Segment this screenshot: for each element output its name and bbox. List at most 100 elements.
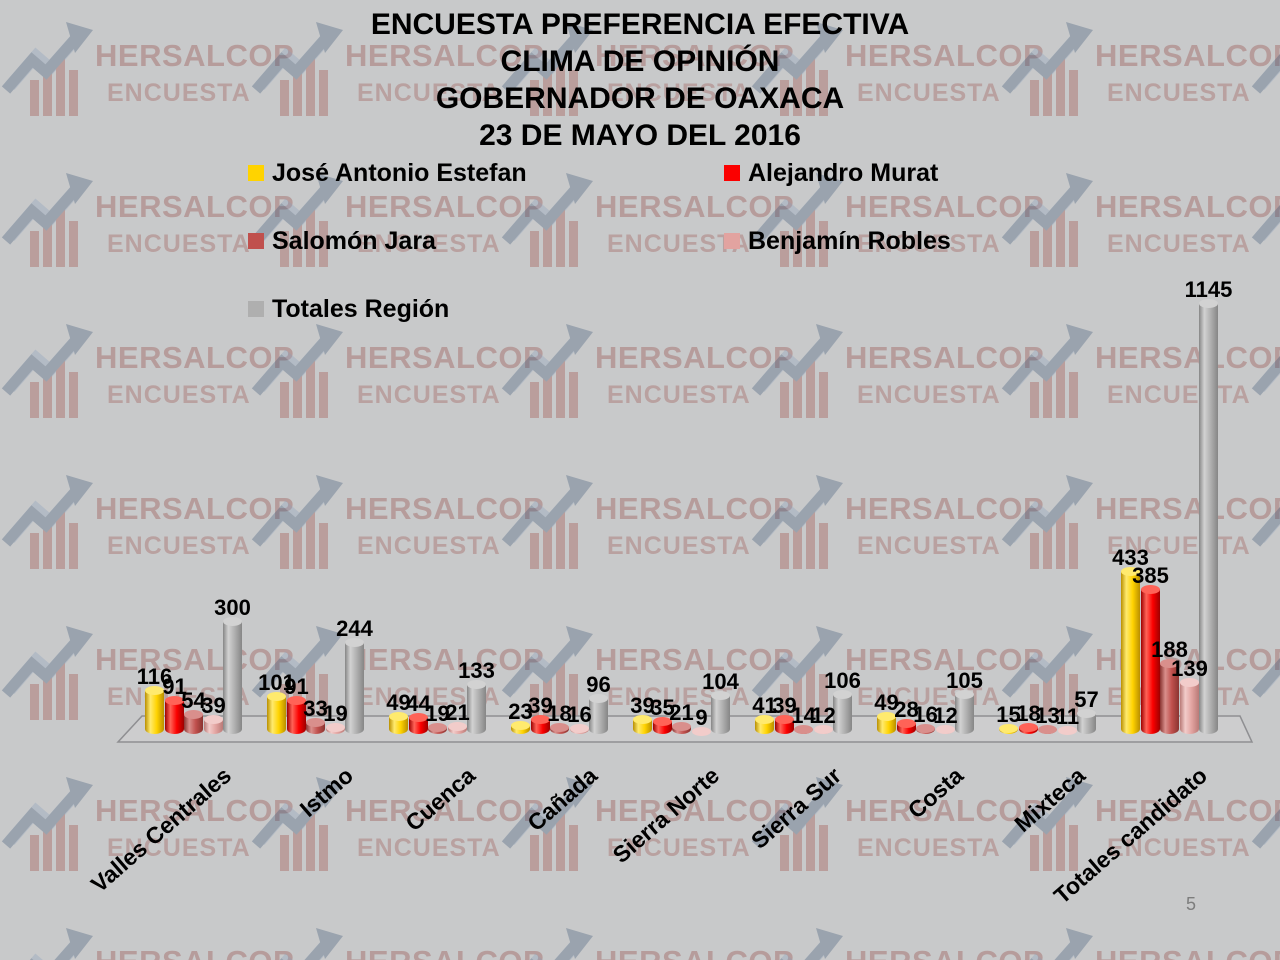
watermark-tile: HERSALCOP ENCUESTA bbox=[1000, 10, 1280, 160]
value-label: 188 bbox=[1151, 637, 1188, 662]
bar-alejandro-murat-sierra-sur bbox=[775, 715, 794, 734]
bar-alejandro-murat-sierra-norte bbox=[653, 717, 672, 734]
arrow-up-bars-icon bbox=[751, 173, 843, 267]
watermark-tile: HERSALCOP ENCUESTA bbox=[750, 161, 1044, 311]
value-label: 19 bbox=[425, 701, 450, 726]
watermark-tile: HERSALCOP ENCUESTA bbox=[250, 463, 544, 613]
watermark-tile: HERSALCOP ENCUESTA bbox=[1000, 463, 1280, 613]
slide-title: ENCUESTA PREFERENCIA EFECTIVA CLIMA DE O… bbox=[0, 6, 1280, 154]
watermark-brand-text: HERSALCOP bbox=[845, 189, 1045, 224]
watermark-tile: HERSALCOP ENCUESTA bbox=[0, 765, 294, 915]
arrow-up-bars-icon bbox=[1251, 657, 1280, 698]
arrow-up-bars-icon bbox=[251, 173, 343, 267]
watermark-brand-text: HERSALCOP bbox=[1095, 944, 1280, 960]
arrow-up-bars-icon bbox=[1001, 777, 1093, 871]
bar-benjam-n-robles-valles-centrales bbox=[204, 715, 223, 734]
watermark-brand-text: HERSALCOP bbox=[95, 491, 295, 526]
bar-benjam-n-robles-mixteca bbox=[1058, 726, 1077, 735]
watermark-brand-text: HERSALCOP bbox=[345, 793, 545, 828]
bar-jos-antonio-estefan-sierra-sur bbox=[755, 715, 774, 734]
arrow-up-bars-icon bbox=[1, 777, 93, 871]
watermark-sub-text: ENCUESTA bbox=[857, 381, 1001, 409]
watermark-tile: HERSALCOP ENCUESTA bbox=[500, 916, 794, 960]
legend-label: Salomón Jara bbox=[272, 226, 436, 255]
bar-benjam-n-robles-cuenca bbox=[448, 722, 467, 734]
value-label: 19 bbox=[323, 701, 348, 726]
watermark-tile: HERSALCOP ENCUESTA bbox=[500, 312, 794, 462]
arrow-up-bars-icon bbox=[501, 777, 593, 871]
watermark-tile: HERSALCOP ENCUESTA bbox=[750, 10, 1044, 160]
value-label: 49 bbox=[386, 690, 411, 715]
bar-benjam-n-robles-sierra-norte bbox=[692, 727, 711, 736]
legend-swatch-icon bbox=[248, 165, 264, 181]
arrow-up-bars-icon bbox=[1251, 204, 1280, 245]
watermark-brand-text: HERSALCOP bbox=[595, 793, 795, 828]
arrow-up-bars-icon bbox=[251, 475, 343, 569]
arrow-up-bars-icon bbox=[1251, 808, 1280, 849]
title-line-2: CLIMA DE OPINIÓN bbox=[500, 45, 780, 78]
value-label: 139 bbox=[1171, 656, 1208, 681]
watermark-brand-text: HERSALCOP bbox=[1095, 793, 1280, 828]
legend-item: Alejandro Murat bbox=[724, 159, 938, 187]
bar-salom-n-jara-istmo bbox=[306, 718, 325, 734]
bar-salom-n-jara-totales-candidato bbox=[1160, 659, 1179, 734]
bar-jos-antonio-estefan-mixteca bbox=[999, 724, 1018, 734]
watermark-tile: HERSALCOP ENCUESTA bbox=[250, 161, 544, 311]
legend-item: Totales Región bbox=[248, 294, 450, 323]
watermark-brand-text: HERSALCOP bbox=[345, 491, 545, 526]
bar-jos-antonio-estefan-sierra-norte bbox=[633, 715, 652, 734]
bar-salom-n-jara-cuenca bbox=[428, 723, 447, 734]
watermark-sub-text: ENCUESTA bbox=[107, 230, 251, 258]
watermark-brand-text: HERSALCOP bbox=[95, 38, 295, 73]
watermark-brand-text: HERSALCOP bbox=[95, 189, 295, 224]
value-label: 54 bbox=[181, 688, 206, 713]
value-label: 28 bbox=[894, 697, 919, 722]
arrow-up-bars-icon bbox=[279, 928, 343, 960]
watermark-sub-text: ENCUESTA bbox=[1107, 79, 1251, 107]
watermark-sub-text: ENCUESTA bbox=[857, 230, 1001, 258]
bar-totales-regi-n-sierra-sur bbox=[833, 690, 852, 734]
watermark-tile: HERSALCOP ENCUESTA bbox=[250, 765, 544, 915]
watermark-sub-text: ENCUESTA bbox=[357, 834, 501, 862]
arrow-up-bars-icon bbox=[501, 324, 593, 418]
watermark-brand-text: HERSALCOP bbox=[595, 944, 794, 960]
arrow-up-bars-icon bbox=[751, 626, 843, 720]
value-label: 49 bbox=[874, 690, 899, 715]
legend-label: Totales Región bbox=[272, 294, 450, 323]
arrow-up-bars-icon bbox=[1251, 53, 1280, 94]
watermark-brand-text: HERSALCOP bbox=[1095, 189, 1280, 224]
legend-swatch-icon bbox=[724, 233, 740, 249]
value-label: 12 bbox=[933, 703, 958, 728]
value-label: 33 bbox=[303, 696, 328, 721]
value-label: 23 bbox=[508, 699, 533, 724]
watermark-tile: HERSALCOP ENCUESTA bbox=[250, 10, 544, 160]
watermark-sub-text: ENCUESTA bbox=[607, 79, 751, 107]
arrow-up-bars-icon bbox=[251, 324, 343, 418]
arrow-up-bars-icon bbox=[1251, 355, 1280, 396]
value-label: 9 bbox=[695, 705, 708, 730]
watermark-tile: HERSALCOP ENCUESTA bbox=[1000, 312, 1280, 462]
watermark-brand-text: HERSALCOP bbox=[95, 340, 295, 375]
value-label: 106 bbox=[824, 668, 861, 693]
arrow-up-bars-icon bbox=[1001, 475, 1093, 569]
watermark-brand-text: HERSALCOP bbox=[845, 793, 1045, 828]
arrow-up-bars-icon bbox=[251, 22, 343, 116]
arrow-up-bars-icon bbox=[1029, 928, 1093, 960]
bar-benjam-n-robles-sierra-sur bbox=[814, 725, 833, 734]
watermark-tile: HERSALCOP ENCUESTA bbox=[500, 10, 794, 160]
arrow-up-bars-icon bbox=[1, 173, 93, 267]
watermark-brand-text: HERSALCOP bbox=[1095, 491, 1280, 526]
value-label: 11 bbox=[1055, 704, 1080, 729]
bar-totales-regi-n-istmo bbox=[345, 638, 364, 734]
watermark-sub-text: ENCUESTA bbox=[857, 834, 1001, 862]
value-label: 91 bbox=[284, 674, 309, 699]
arrow-up-bars-icon bbox=[1001, 173, 1093, 267]
value-label: 14 bbox=[791, 703, 816, 728]
bar-jos-antonio-estefan-totales-candidato bbox=[1121, 567, 1140, 734]
watermark-brand-text: HERSALCOP bbox=[595, 38, 795, 73]
watermark-tile: HERSALCOP ENCUESTA bbox=[500, 765, 794, 915]
watermark-brand-text: HERSALCOP bbox=[95, 944, 294, 960]
value-label: 21 bbox=[445, 700, 470, 725]
value-label: 91 bbox=[162, 674, 187, 699]
watermark-sub-text: ENCUESTA bbox=[357, 79, 501, 107]
